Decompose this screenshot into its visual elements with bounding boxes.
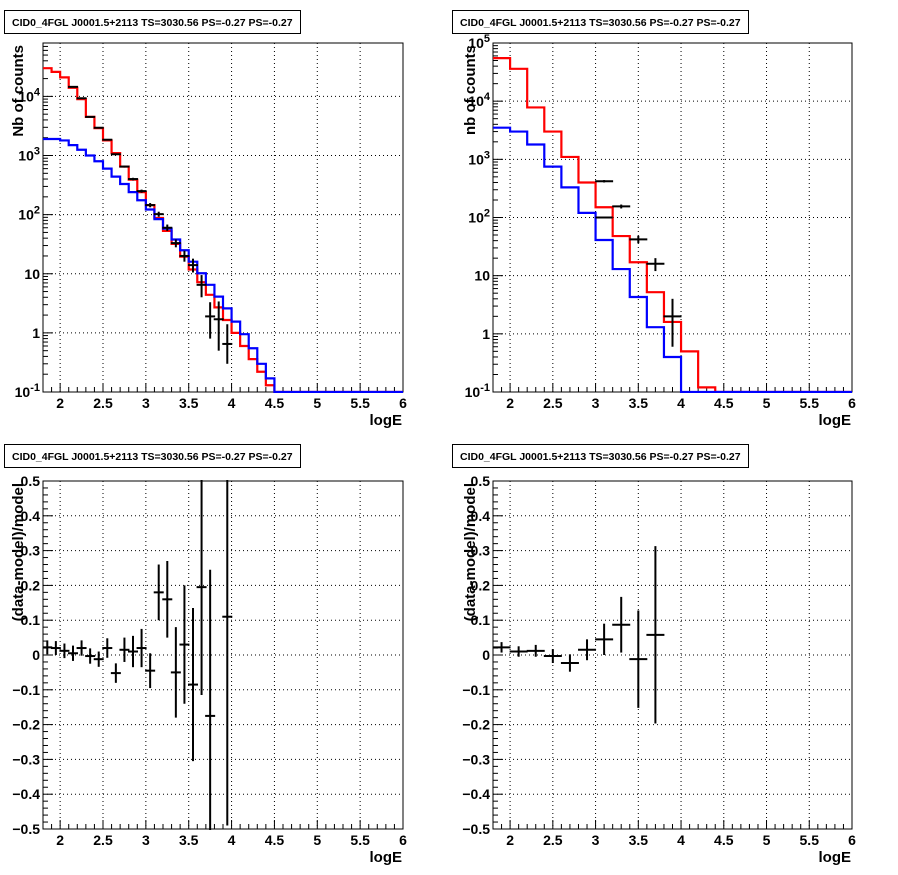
y-tick-label: 0.3 xyxy=(21,543,41,559)
x-tick-label: 3 xyxy=(592,832,600,848)
y-tick-label: −0.1 xyxy=(12,682,40,698)
x-axis-label: logE xyxy=(370,849,403,866)
x-tick-label: 3.5 xyxy=(629,395,649,411)
y-tick-label: 1 xyxy=(32,325,40,341)
y-axis-label: Nb of counts xyxy=(10,45,27,137)
y-tick-label: 10-1 xyxy=(15,382,40,400)
y-tick-label: 0 xyxy=(32,647,40,663)
x-tick-label: 3 xyxy=(142,395,150,411)
x-tick-label: 2 xyxy=(506,832,514,848)
x-tick-label: 4.5 xyxy=(714,832,734,848)
y-tick-label: 104 xyxy=(468,91,491,109)
y-tick-label: 0.1 xyxy=(471,612,491,628)
y-tick-label: 0.5 xyxy=(21,473,41,489)
data-layer xyxy=(493,546,665,724)
y-tick-label: 0.3 xyxy=(471,543,491,559)
y-tick-label: 103 xyxy=(468,149,490,167)
chart-title: CID0_4FGL J0001.5+2113 TS=3030.56 PS=-0.… xyxy=(452,10,749,34)
y-tick-label: −0.4 xyxy=(12,786,40,802)
x-tick-label: 2 xyxy=(56,395,64,411)
x-tick-label: 4.5 xyxy=(265,395,285,411)
x-tick-label: 3.5 xyxy=(179,832,199,848)
x-tick-label: 3 xyxy=(142,832,150,848)
x-axis-label: logE xyxy=(819,849,852,866)
x-tick-label: 2.5 xyxy=(93,395,113,411)
chart-title: CID0_4FGL J0001.5+2113 TS=3030.56 PS=-0.… xyxy=(4,444,301,468)
x-tick-label: 6 xyxy=(399,395,407,411)
y-tick-label: 102 xyxy=(468,208,490,226)
x-tick-label: 4 xyxy=(677,395,685,411)
y-tick-label: −0.2 xyxy=(462,717,490,733)
y-tick-label: −0.5 xyxy=(12,821,40,837)
y-tick-label: −0.3 xyxy=(462,751,490,767)
chart-panel-3: 2 2.5 3 3.5 4 4.5 5 5.5 6 −0.5 −0.4 −0.3 −0.2 −0.1 0 0.… xyxy=(10,473,407,866)
y-tick-label: −0.4 xyxy=(462,786,490,802)
x-tick-label: 4.5 xyxy=(714,395,734,411)
y-tick-label: 102 xyxy=(18,205,40,223)
x-tick-label: 5.5 xyxy=(350,832,370,848)
y-tick-label: −0.2 xyxy=(12,717,40,733)
x-tick-label: 2.5 xyxy=(543,395,563,411)
y-tick-label: −0.1 xyxy=(462,682,490,698)
x-tick-label: 3.5 xyxy=(179,395,199,411)
x-tick-label: 6 xyxy=(848,832,856,848)
x-tick-label: 4.5 xyxy=(265,832,285,848)
y-tick-label: 0.4 xyxy=(471,508,491,524)
chart-panel-4: 2 2.5 3 3.5 4 4.5 5 5.5 6 −0.5 −0.4 −0.3 −0.2 −0.1 0 0.… xyxy=(462,473,856,866)
y-tick-label: 0.1 xyxy=(21,612,41,628)
y-tick-label: 0.4 xyxy=(21,508,41,524)
y-tick-label: 0.2 xyxy=(21,577,41,593)
plot-frame xyxy=(492,480,853,830)
x-tick-label: 5 xyxy=(313,395,321,411)
x-tick-label: 6 xyxy=(848,395,856,411)
y-tick-label: 103 xyxy=(18,146,40,164)
x-tick-label: 5 xyxy=(763,832,771,848)
y-tick-label: 1 xyxy=(482,326,490,342)
x-tick-label: 5 xyxy=(763,395,771,411)
data-layer xyxy=(43,480,233,830)
x-axis-label: logE xyxy=(370,412,403,429)
x-tick-label: 4 xyxy=(228,395,236,411)
x-tick-label: 6 xyxy=(399,832,407,848)
series-line-2 xyxy=(43,137,403,393)
x-tick-label: 4 xyxy=(677,832,685,848)
x-tick-label: 3.5 xyxy=(629,832,649,848)
y-tick-label: 10 xyxy=(474,268,490,284)
x-tick-label: 5.5 xyxy=(800,395,820,411)
y-tick-label: −0.3 xyxy=(12,751,40,767)
plot-frame xyxy=(42,42,404,393)
chart-panel-1: 2 2.5 3 3.5 4 4.5 5 5.5 6 10-1 1 10 102 103 104 logE Nb … xyxy=(10,42,407,429)
chart-title: CID0_4FGL J0001.5+2113 TS=3030.56 PS=-0.… xyxy=(4,10,301,34)
x-tick-label: 2.5 xyxy=(543,832,563,848)
y-tick-label: 0.5 xyxy=(471,473,491,489)
y-tick-label: 104 xyxy=(18,86,41,104)
y-tick-label: 0.2 xyxy=(471,577,491,593)
x-tick-label: 4 xyxy=(228,832,236,848)
y-axis-label: nb of counts xyxy=(462,45,479,135)
x-tick-label: 2 xyxy=(506,395,514,411)
x-axis-label: logE xyxy=(819,412,852,429)
data-layer xyxy=(493,57,852,393)
x-tick-label: 2.5 xyxy=(93,832,113,848)
x-tick-label: 3 xyxy=(592,395,600,411)
x-tick-label: 5 xyxy=(313,832,321,848)
y-tick-label: 0 xyxy=(482,647,490,663)
y-tick-label: 10 xyxy=(24,266,40,282)
series-line-2 xyxy=(493,126,852,393)
y-axis-label: (data-model)/model xyxy=(10,483,27,621)
y-axis-label: (data-model)/model xyxy=(462,483,479,621)
x-tick-label: 2 xyxy=(56,832,64,848)
chart-title: CID0_4FGL J0001.5+2113 TS=3030.56 PS=-0.… xyxy=(452,444,749,468)
y-tick-label: 10-1 xyxy=(465,382,490,400)
chart-panel-2: 2 2.5 3 3.5 4 4.5 5 5.5 6 10-1 1 10 102 103 104 105 logE… xyxy=(462,33,856,429)
y-tick-label: −0.5 xyxy=(462,821,490,837)
data-layer xyxy=(43,67,403,393)
y-tick-label: 105 xyxy=(468,33,490,51)
x-tick-label: 5.5 xyxy=(350,395,370,411)
x-tick-label: 5.5 xyxy=(800,832,820,848)
